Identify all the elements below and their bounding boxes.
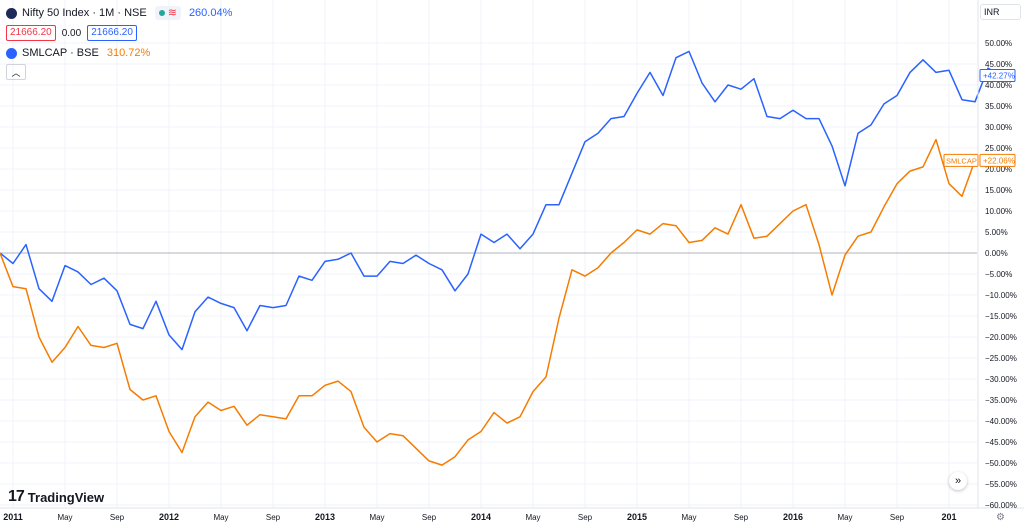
price-tick-label: 45.00%: [985, 60, 1012, 69]
price-tick-label: −55.00%: [985, 480, 1017, 489]
time-tick-label: 201: [941, 512, 956, 522]
last-value-box: [979, 153, 1016, 167]
last-value-text: +22.06%: [983, 156, 1015, 165]
legend-values-row: 21666.20 0.00 21666.20: [6, 24, 232, 42]
time-tick-label: May: [369, 513, 384, 522]
tradingview-mark-icon: 17: [8, 488, 25, 505]
price-axis[interactable]: 50.00% 45.00% 40.00% 35.00% 30.00% 25.00% 20.0…: [985, 39, 1017, 510]
price-tick-label: −20.00%: [985, 333, 1017, 342]
time-tick-label: Sep: [890, 513, 905, 522]
chevron-up-icon[interactable]: ︿: [6, 64, 26, 80]
time-tick-label: 2012: [159, 512, 179, 522]
time-tick-label: 2011: [3, 512, 23, 522]
price-tick-label: −40.00%: [985, 417, 1017, 426]
time-tick-label: 2013: [315, 512, 335, 522]
price-tick-label: −60.00%: [985, 501, 1017, 510]
main-symbol-name[interactable]: Nifty 50 Index · 1M · NSE: [22, 7, 147, 19]
price-tick-label: 5.00%: [985, 228, 1008, 237]
price-tick-label: 35.00%: [985, 102, 1012, 111]
last-value-label-smlcap: SMLCAP +22.06%: [943, 153, 1016, 167]
price-tick-label: −50.00%: [985, 459, 1017, 468]
time-tick-label: 2014: [471, 512, 491, 522]
price-tick-label: −45.00%: [985, 438, 1017, 447]
price-tick-label: −35.00%: [985, 396, 1017, 405]
series-line-smlcap: [0, 138, 976, 466]
last-value-label-nifty: +42.27%: [979, 68, 1016, 82]
price-tick-label: 20.00%: [985, 165, 1012, 174]
last-value-text: +42.27%: [983, 71, 1015, 80]
currency-selector[interactable]: INR: [980, 4, 1021, 20]
series-group: [0, 50, 1002, 466]
price-tick-label: 40.00%: [985, 81, 1012, 90]
gear-icon[interactable]: ⚙: [996, 512, 1005, 523]
price-tick-label: −15.00%: [985, 312, 1017, 321]
price-tick-label: 0.00%: [985, 249, 1008, 258]
main-change-percent: 260.04%: [188, 7, 233, 19]
price-tick-label: −25.00%: [985, 354, 1017, 363]
time-tick-label: May: [837, 513, 852, 522]
compare-symbol-name[interactable]: SMLCAP · BSE: [22, 47, 99, 59]
last-value-box: [979, 68, 1016, 82]
time-tick-label: Sep: [734, 513, 749, 522]
chart-grid: [0, 0, 977, 508]
time-tick-label: May: [681, 513, 696, 522]
price-tick-label: −30.00%: [985, 375, 1017, 384]
series-name-tag: [943, 153, 979, 167]
price-tick-label: 15.00%: [985, 186, 1012, 195]
price-tick-label: 50.00%: [985, 39, 1012, 48]
price-tick-label: −10.00%: [985, 291, 1017, 300]
time-tick-label: Sep: [110, 513, 125, 522]
time-tick-label: May: [57, 513, 72, 522]
price-tick-label: −5.00%: [985, 270, 1012, 279]
price-tick-label: 30.00%: [985, 123, 1012, 132]
time-tick-label: Sep: [422, 513, 437, 522]
nifty-logo-icon: [6, 7, 17, 19]
data-wave-icon: ≋: [167, 7, 177, 19]
compare-change-percent: 310.72%: [106, 47, 151, 59]
last-value-labels: +42.27% SMLCAP +22.06%: [943, 68, 1016, 167]
time-tick-label: Sep: [266, 513, 281, 522]
tradingview-logo[interactable]: 17 TradingView: [8, 488, 104, 506]
double-chevron-right-icon[interactable]: »: [949, 472, 967, 490]
time-tick-label: May: [525, 513, 540, 522]
sell-price-box[interactable]: 21666.20: [6, 25, 56, 41]
legend-compare-row[interactable]: SMLCAP · BSE 310.72%: [6, 44, 232, 62]
time-tick-label: 2015: [627, 512, 647, 522]
series-line-nifty: [0, 50, 1002, 351]
time-tick-label: 2016: [783, 512, 803, 522]
time-tick-label: Sep: [578, 513, 593, 522]
time-axis[interactable]: 2011 May Sep 2012 May Sep 2013 May Sep 2014 May Sep…: [3, 512, 956, 522]
legend-main-row[interactable]: Nifty 50 Index · 1M · NSE ≋ 260.04%: [6, 4, 232, 22]
market-status-badge[interactable]: ≋: [154, 6, 181, 20]
time-tick-label: May: [213, 513, 228, 522]
market-open-dot-icon: [158, 10, 165, 16]
price-tick-label: 10.00%: [985, 207, 1012, 216]
spread-value: 0.00: [61, 27, 82, 39]
buy-price-box[interactable]: 21666.20: [87, 25, 137, 41]
chart-legend: Nifty 50 Index · 1M · NSE ≋ 260.04% 2166…: [6, 4, 232, 80]
tradingview-logo-text: TradingView: [27, 489, 105, 505]
series-name-tag-text: SMLCAP: [946, 156, 977, 165]
bse-logo-icon: [6, 47, 17, 59]
price-tick-label: 25.00%: [985, 144, 1012, 153]
